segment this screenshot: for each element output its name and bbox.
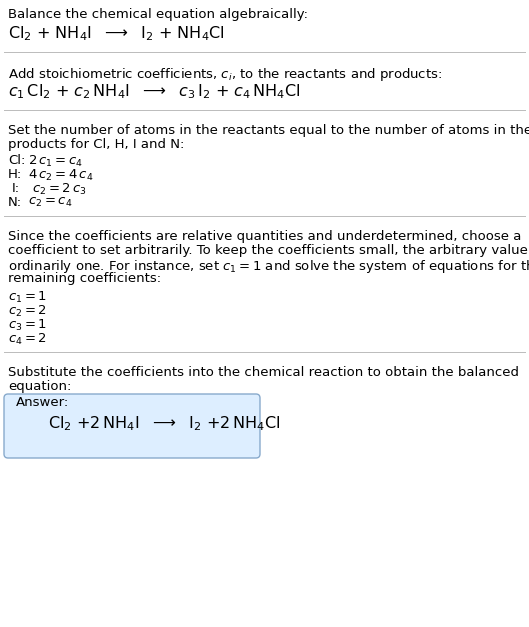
Text: $c_2 = c_4$: $c_2 = c_4$ [28,196,72,209]
Text: $2\,c_1 = c_4$: $2\,c_1 = c_4$ [28,154,83,169]
Text: $\mathregular{Cl_2}$ + $\mathregular{NH_4I}$  $\longrightarrow$  $\mathregular{I: $\mathregular{Cl_2}$ + $\mathregular{NH_… [8,24,225,43]
Text: remaining coefficients:: remaining coefficients: [8,272,161,285]
Text: $4\,c_2 = 4\,c_4$: $4\,c_2 = 4\,c_4$ [28,168,94,183]
Text: Since the coefficients are relative quantities and underdetermined, choose a: Since the coefficients are relative quan… [8,230,522,243]
Text: I:: I: [12,182,20,195]
Text: H:: H: [8,168,22,181]
Text: $c_2 = 2\,c_3$: $c_2 = 2\,c_3$ [32,182,87,197]
Text: $\mathregular{Cl_2}$ $+ 2\,\mathregular{NH_4I}$  $\longrightarrow$  $\mathregula: $\mathregular{Cl_2}$ $+ 2\,\mathregular{… [48,414,280,433]
Text: N:: N: [8,196,22,209]
Text: Add stoichiometric coefficients, $c_i$, to the reactants and products:: Add stoichiometric coefficients, $c_i$, … [8,66,442,83]
Text: Set the number of atoms in the reactants equal to the number of atoms in the: Set the number of atoms in the reactants… [8,124,529,137]
Text: $c_4 = 2$: $c_4 = 2$ [8,332,47,347]
Text: products for Cl, H, I and N:: products for Cl, H, I and N: [8,138,185,151]
Text: Substitute the coefficients into the chemical reaction to obtain the balanced: Substitute the coefficients into the che… [8,366,519,379]
Text: $c_1 = 1$: $c_1 = 1$ [8,290,47,305]
FancyBboxPatch shape [4,394,260,458]
Text: coefficient to set arbitrarily. To keep the coefficients small, the arbitrary va: coefficient to set arbitrarily. To keep … [8,244,529,257]
Text: $c_2 = 2$: $c_2 = 2$ [8,304,47,319]
Text: $c_1\,\mathregular{Cl_2}$ $+$ $c_2\,\mathregular{NH_4I}$  $\longrightarrow$  $c_: $c_1\,\mathregular{Cl_2}$ $+$ $c_2\,\mat… [8,82,300,101]
Text: Answer:: Answer: [16,396,69,409]
Text: Balance the chemical equation algebraically:: Balance the chemical equation algebraica… [8,8,308,21]
Text: Cl:: Cl: [8,154,25,167]
Text: $c_3 = 1$: $c_3 = 1$ [8,318,47,333]
Text: ordinarily one. For instance, set $c_1 = 1$ and solve the system of equations fo: ordinarily one. For instance, set $c_1 =… [8,258,529,275]
Text: equation:: equation: [8,380,71,393]
